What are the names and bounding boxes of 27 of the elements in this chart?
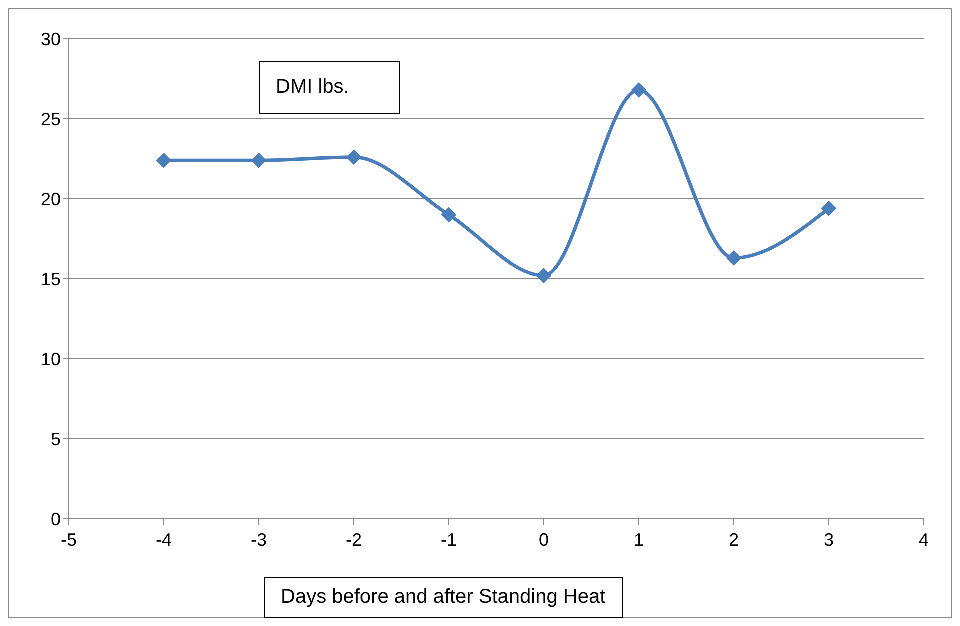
y-tick-label: 30	[40, 29, 61, 50]
point	[252, 153, 266, 168]
y-tick-label: 25	[40, 109, 61, 130]
x-tick-label: -4	[156, 530, 172, 550]
point	[822, 201, 836, 216]
x-tick-label: 2	[728, 530, 740, 550]
y-tick-label: 5	[50, 429, 61, 450]
point	[156, 153, 172, 168]
x-tick-label: 4	[918, 530, 930, 550]
x-tick-label: -1	[440, 530, 458, 550]
x-tick-label: 3	[824, 530, 834, 550]
x-tick-label: -2	[346, 530, 362, 550]
point	[346, 150, 362, 165]
point	[442, 208, 456, 222]
y-tick-label: 15	[40, 269, 61, 290]
x-tick-label: 1	[634, 530, 644, 550]
y-tick-label: 10	[40, 349, 61, 370]
point	[632, 82, 646, 98]
text: DMI lbs.	[259, 61, 400, 114]
x-tick-label: 0	[538, 530, 550, 550]
y-tick-label: 20	[40, 189, 61, 210]
x-axis-title: Days before and after Standing Heat	[264, 577, 623, 618]
x-tick-label: -5	[60, 530, 78, 550]
point	[536, 268, 552, 284]
point	[726, 250, 742, 266]
y-tick-label: 0	[50, 509, 61, 530]
x-tick-label: -3	[250, 530, 268, 550]
